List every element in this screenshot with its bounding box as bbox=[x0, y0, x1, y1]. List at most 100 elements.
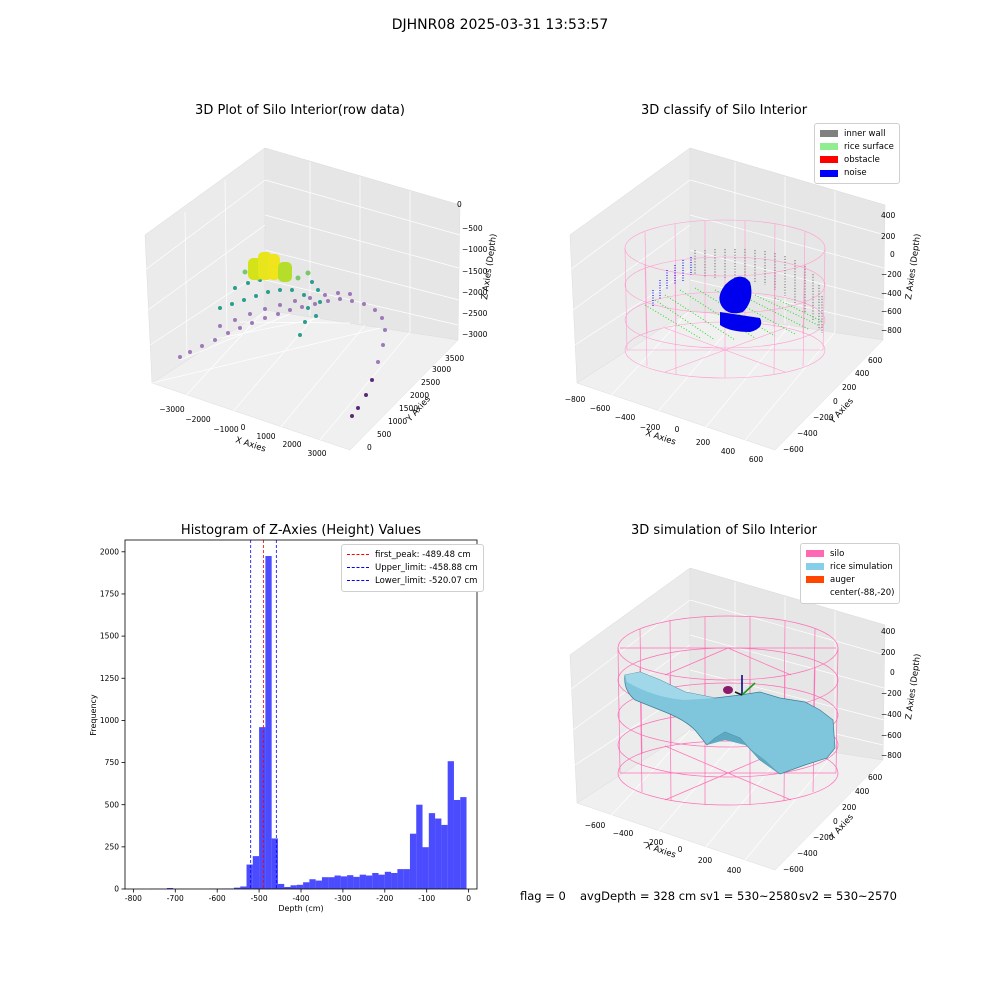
histogram-bar bbox=[321, 877, 329, 889]
simulation-xtick: 0 bbox=[678, 845, 683, 854]
simulation-ytick: −600 bbox=[783, 865, 804, 874]
noise-points bbox=[719, 276, 762, 332]
legend-line bbox=[347, 554, 369, 556]
simulation-xtick: −400 bbox=[613, 829, 634, 838]
histogram-bar bbox=[453, 799, 461, 889]
histogram-bar bbox=[359, 874, 366, 889]
legend-label: inner wall bbox=[844, 128, 886, 139]
classify-ztick: 0 bbox=[890, 250, 895, 259]
legend-item-first-peak: first_peak: -489.48 cm bbox=[347, 548, 478, 561]
simulation-ztick: −600 bbox=[881, 731, 902, 740]
histogram-ytick-label: 750 bbox=[105, 758, 120, 767]
raw-xtick: −2000 bbox=[185, 415, 211, 424]
raw-xtick: −1000 bbox=[213, 425, 239, 434]
raw-ztick: −3000 bbox=[462, 330, 488, 339]
raw-plot-title: 3D Plot of Silo Interior(row data) bbox=[195, 103, 405, 118]
classify-xtick: −800 bbox=[565, 395, 586, 404]
raw-ztick: −500 bbox=[462, 224, 483, 233]
histogram-ytick-label: 0 bbox=[114, 885, 119, 894]
histogram-bar bbox=[259, 727, 266, 889]
classify-ztick: −600 bbox=[881, 307, 902, 316]
raw-ytick: 1000 bbox=[388, 417, 407, 426]
simulation-ytick: 0 bbox=[833, 817, 838, 826]
legend-label: first_peak: -489.48 cm bbox=[375, 549, 471, 560]
raw-ztick: −2500 bbox=[462, 309, 488, 318]
legend-line bbox=[347, 580, 369, 582]
noise-arc bbox=[652, 257, 692, 306]
simulation-ztick: −200 bbox=[881, 689, 902, 698]
histogram-bar bbox=[252, 856, 260, 889]
classify-plot-title: 3D classify of Silo Interior bbox=[640, 103, 808, 118]
histogram-bar bbox=[303, 882, 310, 889]
histogram-bar bbox=[284, 886, 291, 889]
histogram-bar bbox=[328, 877, 335, 889]
histogram-bar bbox=[315, 880, 322, 889]
histogram-bar bbox=[435, 818, 442, 889]
legend-label: rice simulation bbox=[830, 561, 893, 572]
classify-xtick: 200 bbox=[696, 438, 711, 447]
simulation-xtick: −200 bbox=[643, 838, 664, 847]
simulation-ztick: −400 bbox=[881, 710, 902, 719]
histogram-bar bbox=[416, 804, 423, 889]
classify-ztick: −200 bbox=[881, 270, 902, 279]
raw-yellow-cluster bbox=[248, 252, 292, 282]
raw-3d-plot: −3000 −2000 −1000 0 1000 2000 3000 0 500… bbox=[144, 147, 499, 458]
classify-xtick: 0 bbox=[675, 425, 680, 434]
legend-item-noise: noise bbox=[820, 167, 894, 180]
classify-zlabel: Z Axies (Depth) bbox=[904, 233, 923, 300]
flag-text: flag = 0 bbox=[520, 889, 566, 903]
legend-swatch bbox=[820, 130, 838, 138]
histogram-bar bbox=[340, 876, 348, 889]
histogram-bar bbox=[353, 876, 360, 889]
histogram-bar bbox=[422, 847, 429, 889]
raw-ztick: −2000 bbox=[462, 288, 488, 297]
legend-swatch bbox=[806, 576, 824, 584]
classify-ytick: 600 bbox=[868, 356, 883, 365]
simulation-ytick: −400 bbox=[797, 849, 818, 858]
histogram-bar bbox=[240, 886, 247, 889]
histogram-bar bbox=[409, 833, 417, 889]
simulation-legend: silo rice simulation auger center(-88,-2… bbox=[800, 543, 901, 604]
legend-item-auger: auger bbox=[806, 573, 894, 586]
histogram-title: Histogram of Z-Axies (Height) Values bbox=[180, 523, 422, 538]
avg-depth-text: avgDepth = 328 cm bbox=[580, 889, 697, 903]
raw-xtick: 2000 bbox=[282, 440, 301, 449]
histogram-ytick-label: 250 bbox=[105, 842, 120, 851]
histogram-ytick-label: 1000 bbox=[100, 716, 119, 725]
legend-label: noise bbox=[844, 168, 867, 179]
raw-ytick: 1500 bbox=[399, 404, 418, 413]
classify-xtick: 600 bbox=[749, 455, 764, 464]
raw-ytick: 500 bbox=[377, 430, 392, 439]
histogram-ytick-label: 2000 bbox=[100, 547, 119, 556]
histogram-bar bbox=[246, 864, 253, 889]
histogram-bars bbox=[150, 556, 467, 889]
inner-wall-points bbox=[694, 249, 823, 333]
histogram-bar bbox=[233, 887, 241, 889]
histogram-bar bbox=[441, 824, 448, 889]
histogram-bar bbox=[384, 871, 392, 889]
classify-ytick: 0 bbox=[833, 397, 838, 406]
simulation-xtick: 400 bbox=[727, 866, 742, 875]
raw-ytick: 2500 bbox=[421, 378, 440, 387]
histogram-bar bbox=[391, 872, 398, 889]
histogram-bar bbox=[271, 838, 278, 889]
classify-ztick: −400 bbox=[881, 289, 902, 298]
histogram-xtick-label: -500 bbox=[251, 894, 268, 903]
classify-ztick: 200 bbox=[881, 232, 896, 241]
legend-label: rice surface bbox=[844, 141, 894, 152]
legend-label: auger bbox=[830, 574, 855, 585]
legend-item-rice-simulation: rice simulation bbox=[806, 560, 894, 573]
histogram-ytick-label: 1250 bbox=[100, 674, 119, 683]
histogram-xtick-label: -200 bbox=[376, 894, 393, 903]
classify-ytick: −600 bbox=[783, 445, 804, 454]
histogram-bar bbox=[277, 883, 285, 889]
simulation-ytick: −200 bbox=[813, 833, 834, 842]
legend-swatch bbox=[806, 590, 824, 597]
histogram-xtick-label: -300 bbox=[334, 894, 351, 903]
histogram-xtick-label: -400 bbox=[292, 894, 309, 903]
simulation-ylabel: Y Axies bbox=[827, 812, 856, 843]
simulation-3d-plot: −600 −400 −200 0 200 400 −600 −400 −200 … bbox=[569, 567, 923, 875]
legend-label: center(-88,-20) bbox=[830, 588, 895, 599]
histogram-bar bbox=[397, 869, 404, 889]
sv1-text: sv1 = 530~2580 bbox=[700, 889, 798, 903]
